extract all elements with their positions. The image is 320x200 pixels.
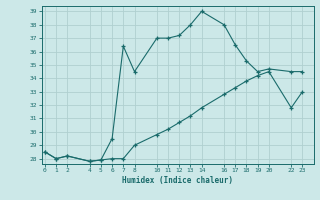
X-axis label: Humidex (Indice chaleur): Humidex (Indice chaleur): [122, 176, 233, 185]
